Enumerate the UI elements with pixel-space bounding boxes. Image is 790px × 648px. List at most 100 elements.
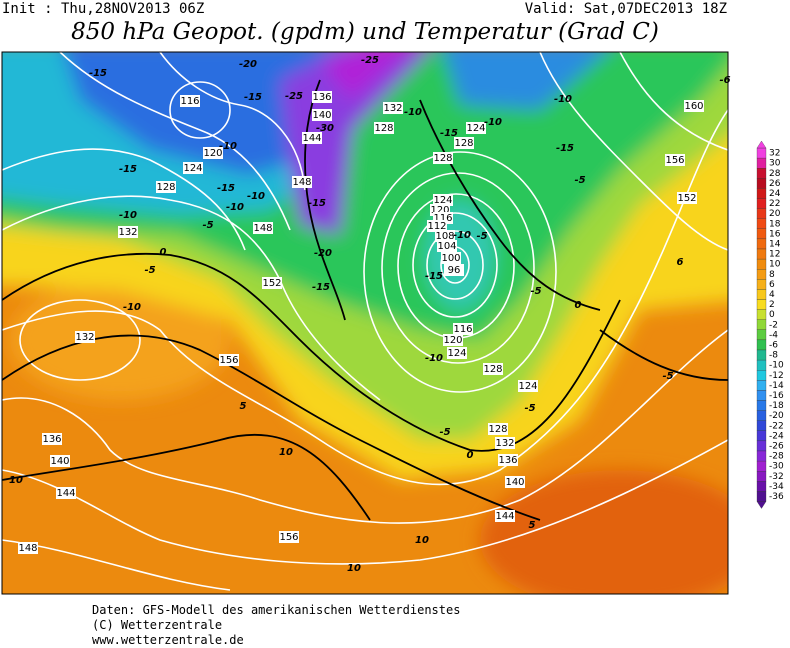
geopotential-label: 144 xyxy=(302,133,321,144)
temperature-label: -25 xyxy=(361,55,379,66)
geopotential-label: 156 xyxy=(665,155,684,166)
label-box xyxy=(292,176,312,188)
geopotential-label: 124 xyxy=(518,381,537,392)
colorbar-label: 24 xyxy=(769,189,781,199)
temperature-label: 10 xyxy=(415,535,429,546)
geopotential-contours xyxy=(2,52,728,591)
colorbar-cell xyxy=(756,450,767,462)
geopotential-label: 136 xyxy=(42,434,61,445)
label-box xyxy=(262,277,282,289)
colorbar-cell xyxy=(756,279,767,290)
colorbar-label: -18 xyxy=(769,401,784,411)
colorbar-label: 16 xyxy=(769,229,781,239)
geopotential-label: 120 xyxy=(430,205,449,216)
colorbar-label: -32 xyxy=(769,472,784,482)
colorbar-cell xyxy=(756,410,767,421)
colorbar-cell xyxy=(756,198,767,209)
colorbar-cell xyxy=(756,218,767,229)
colorbar-cell xyxy=(756,481,767,492)
geopotential-label: 148 xyxy=(292,177,311,188)
temperature-label: 0 xyxy=(467,450,474,461)
label-box xyxy=(498,454,518,466)
label-box xyxy=(447,347,467,359)
label-box xyxy=(183,162,203,174)
colorbar-cell xyxy=(756,168,767,179)
temperature-label: -10 xyxy=(119,210,137,221)
footer-data-source: Daten: GFS-Modell des amerikanischen Wet… xyxy=(92,603,460,617)
colorbar-label: -28 xyxy=(769,452,784,462)
colorbar-cell xyxy=(756,440,767,452)
label-box xyxy=(156,181,176,193)
label-box xyxy=(437,240,457,252)
colorbar-cell xyxy=(756,491,767,502)
geopotential-label: 124 xyxy=(183,163,202,174)
geopotential-label: 132 xyxy=(383,103,402,114)
label-box xyxy=(483,363,503,375)
colorbar-cell xyxy=(756,400,767,411)
colorbar-cell xyxy=(756,269,767,280)
map-frame xyxy=(1,51,729,595)
temperature-label: 10 xyxy=(279,447,293,458)
temperature-label: -5 xyxy=(530,286,541,297)
label-box xyxy=(18,542,38,554)
temperature-label: 0 xyxy=(575,300,582,311)
colorbar-cell xyxy=(756,370,767,381)
temp-region xyxy=(64,52,349,175)
temperature-label: 5 xyxy=(240,401,247,412)
temperature-label: -20 xyxy=(239,59,257,70)
geopotential-label: 132 xyxy=(495,438,514,449)
colorbar-cell xyxy=(756,420,767,431)
geopotential-label: 128 xyxy=(483,364,502,375)
label-box xyxy=(253,222,273,234)
temperature-label: -15 xyxy=(217,183,235,194)
label-box xyxy=(433,152,453,164)
colorbar-label: 18 xyxy=(769,219,781,229)
geopotential-label: 144 xyxy=(56,488,75,499)
geopotential-label: 148 xyxy=(253,223,272,234)
colorbar-cell xyxy=(756,248,767,260)
temperature-label: 0 xyxy=(160,247,167,258)
colorbar-cell xyxy=(756,309,767,320)
temperature-label: -10 xyxy=(554,94,572,105)
colorbar-cell xyxy=(756,188,767,199)
geopotential-label: 152 xyxy=(262,278,281,289)
colorbar-cell xyxy=(756,390,767,401)
label-box xyxy=(665,154,685,166)
geopotential-label: 116 xyxy=(180,96,199,107)
temperature-label: -5 xyxy=(202,220,213,231)
label-box xyxy=(454,137,474,149)
map-area xyxy=(2,52,728,594)
label-box xyxy=(427,220,447,232)
colorbar-label: -30 xyxy=(769,462,784,472)
geopotential-label: 112 xyxy=(427,221,446,232)
temperature-label: -20 xyxy=(314,248,332,259)
label-box xyxy=(444,264,464,276)
temperature-label: -25 xyxy=(285,91,303,102)
label-box xyxy=(684,100,704,112)
geopotential-label: 132 xyxy=(75,332,94,343)
temperature-label: 10 xyxy=(347,563,361,574)
colorbar-label: 2 xyxy=(769,300,775,310)
geopotential-label: 144 xyxy=(495,511,514,522)
label-box xyxy=(435,230,455,242)
geopotential-label: 128 xyxy=(156,182,175,193)
geopotential-label: 128 xyxy=(488,424,507,435)
colorbar-label: 20 xyxy=(769,209,781,219)
temperature-label: -10 xyxy=(247,191,265,202)
geopotential-label: 140 xyxy=(312,110,331,121)
colorbar-cell xyxy=(756,228,767,240)
colorbar-label: -36 xyxy=(769,492,784,502)
colorbar-cell xyxy=(756,289,767,300)
colorbar-cell xyxy=(756,430,767,442)
label-box xyxy=(453,323,473,335)
label-box xyxy=(203,147,223,159)
temp-region xyxy=(443,52,607,110)
temperature-label: -15 xyxy=(308,198,326,209)
colorbar-label: 14 xyxy=(769,239,781,249)
label-box xyxy=(441,252,461,264)
colorbar-label: 32 xyxy=(769,149,780,159)
temperature-label: -15 xyxy=(119,164,137,175)
temperature-label: -15 xyxy=(89,68,107,79)
label-box xyxy=(219,354,239,366)
